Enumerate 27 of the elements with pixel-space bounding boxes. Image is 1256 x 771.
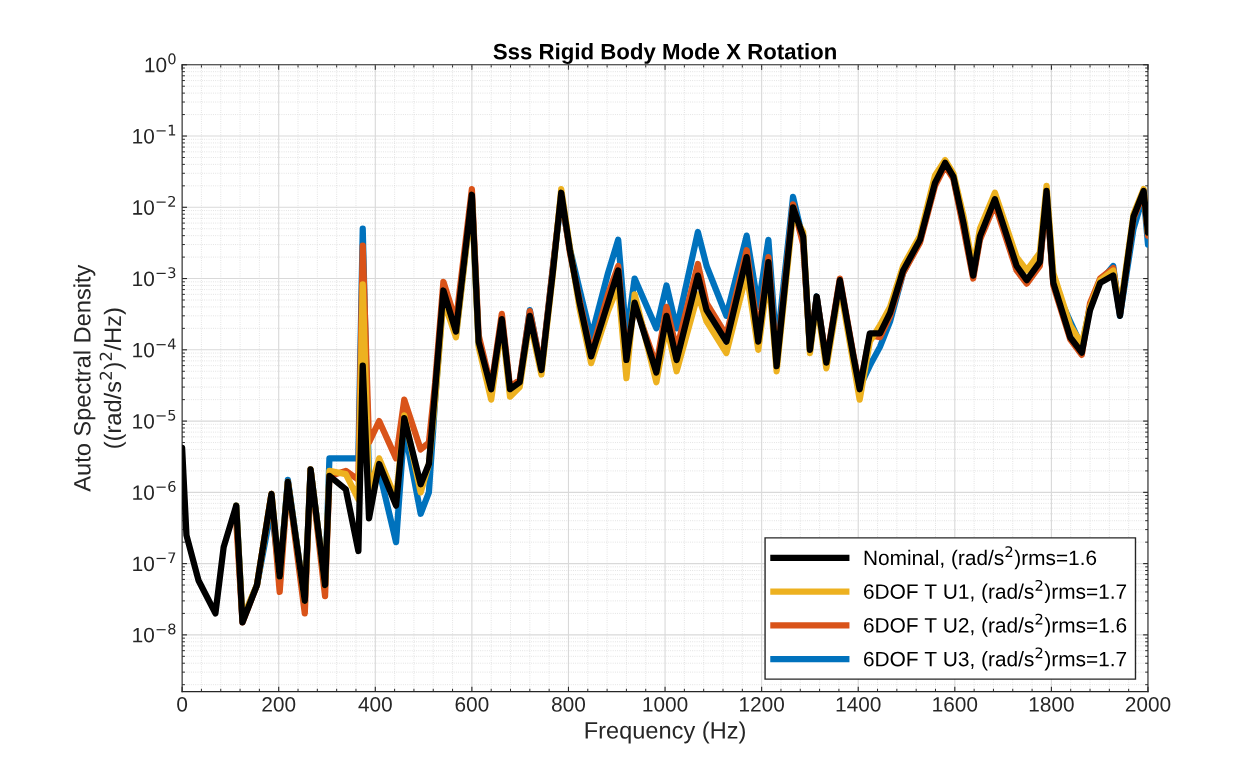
y-tick-label: 10$^{0}$ bbox=[145, 53, 176, 73]
y-tick-label: 10$^{−5}$ bbox=[133, 409, 176, 429]
y-axis-title: Auto Spectral Density ((rad/s$^{2}$)$^{2}$/Hz) bbox=[73, 264, 126, 492]
x-tick-label: 1200 bbox=[740, 697, 784, 712]
legend-label: 6DOF T U2, (rad/s$^{2}$)rms=1.6 bbox=[864, 613, 1127, 637]
x-tick-label: 200 bbox=[262, 697, 296, 712]
x-tick-label: 600 bbox=[455, 697, 489, 712]
legend-label: 6DOF T U1, (rad/s$^{2}$)rms=1.7 bbox=[864, 579, 1127, 604]
y-tick-label: 10$^{−3}$ bbox=[133, 267, 176, 287]
y-tick-label: 10$^{−1}$ bbox=[133, 124, 176, 144]
x-tick-label: 1000 bbox=[643, 697, 688, 712]
x-tick-label: 1400 bbox=[836, 697, 881, 712]
x-tick-label: 2000 bbox=[1125, 697, 1171, 712]
y-tick-label: 10$^{−2}$ bbox=[133, 195, 176, 215]
y-tick-label: 10$^{−6}$ bbox=[133, 480, 176, 500]
x-tick-label: 0 bbox=[177, 697, 188, 712]
y-tick-label: 10$^{−4}$ bbox=[133, 338, 176, 358]
chart-title: Sss Rigid Body Mode X Rotation bbox=[493, 43, 836, 64]
x-tick-label: 400 bbox=[358, 697, 392, 712]
x-axis-title: Frequency (Hz) bbox=[585, 721, 745, 744]
x-tick-label: 1600 bbox=[933, 697, 978, 712]
legend-label: 6DOF T U3, (rad/s$^{2}$)rms=1.7 bbox=[864, 647, 1127, 671]
legend-label: Nominal, (rad/s$^{2}$)rms=1.6 bbox=[864, 546, 1097, 570]
y-tick-label: 10$^{−8}$ bbox=[133, 623, 176, 643]
x-tick-label: 1800 bbox=[1029, 697, 1074, 712]
x-tick-label: 800 bbox=[551, 697, 586, 712]
y-tick-label: 10$^{−7}$ bbox=[133, 552, 176, 572]
